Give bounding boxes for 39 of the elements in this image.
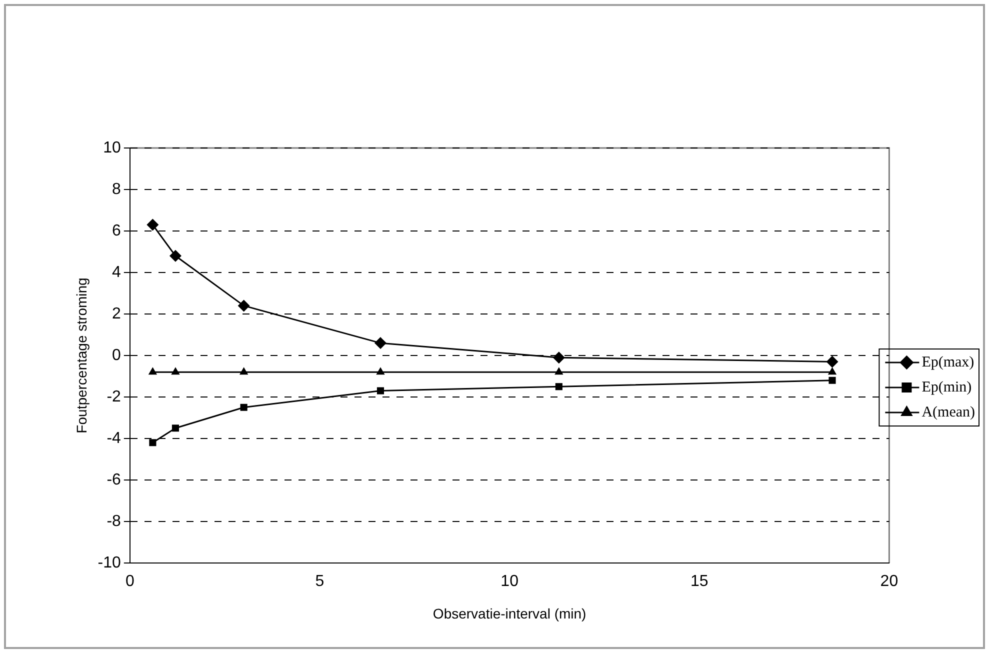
point: [828, 376, 836, 384]
point: [555, 383, 562, 390]
point: [169, 250, 182, 262]
y-tick-label: -10: [98, 554, 122, 572]
point: [376, 367, 385, 375]
x-axis-title: Observatie-interval (min): [432, 605, 586, 622]
point: [171, 367, 180, 375]
y-tick-label: 8: [112, 180, 122, 198]
legend-label: Ep(min): [922, 379, 972, 396]
y-tick-label: -2: [106, 388, 122, 406]
y-tick-label: -4: [106, 430, 122, 447]
x-tick-label: 20: [880, 573, 898, 590]
point: [552, 352, 565, 364]
point: [172, 424, 180, 432]
y-tick-label: -8: [106, 512, 122, 530]
y-tick-label: 0: [112, 346, 122, 364]
legend-label: A(mean): [922, 404, 976, 420]
point: [238, 300, 250, 312]
x-tick-label: 15: [690, 573, 708, 590]
legend-label: Ep(max): [922, 354, 974, 370]
x-tick-label: 10: [500, 573, 519, 590]
point: [554, 367, 564, 375]
y-axis-title: Foutpercentage stroming: [73, 278, 90, 434]
point: [376, 387, 384, 394]
point: [146, 218, 159, 231]
y-tick-label: 2: [112, 305, 122, 322]
point: [240, 404, 248, 411]
y-tick-label: 4: [112, 264, 122, 281]
point: [239, 367, 248, 375]
y-tick-label: -6: [106, 471, 122, 488]
point: [828, 367, 837, 375]
y-tick-label: 6: [112, 222, 122, 240]
point: [149, 439, 156, 446]
x-tick-label: 5: [315, 573, 324, 590]
point: [374, 337, 386, 350]
x-tick-label: 0: [125, 573, 134, 590]
point: [148, 367, 158, 375]
y-tick-label: 10: [103, 139, 122, 156]
point: [826, 356, 838, 368]
